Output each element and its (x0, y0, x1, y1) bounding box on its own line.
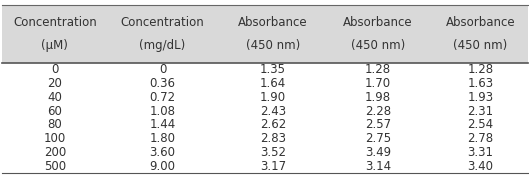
Text: 2.54: 2.54 (467, 118, 494, 131)
Text: 2.83: 2.83 (260, 132, 286, 145)
Text: 2.75: 2.75 (365, 132, 391, 145)
Text: 3.40: 3.40 (467, 160, 494, 173)
Text: 200: 200 (44, 146, 66, 159)
Text: 1.28: 1.28 (467, 63, 494, 76)
Text: 1.63: 1.63 (467, 77, 494, 90)
Text: 2.31: 2.31 (467, 104, 494, 117)
Text: (450 nm): (450 nm) (245, 39, 300, 52)
Text: 1.90: 1.90 (260, 91, 286, 104)
Text: 100: 100 (44, 132, 66, 145)
Text: 1.93: 1.93 (467, 91, 494, 104)
Text: (450 nm): (450 nm) (351, 39, 405, 52)
Text: 3.17: 3.17 (260, 160, 286, 173)
Text: (450 nm): (450 nm) (453, 39, 507, 52)
Text: Absorbance: Absorbance (343, 16, 413, 29)
Text: 0: 0 (51, 63, 59, 76)
Bar (2, 5, 527, 63)
Text: (μM): (μM) (41, 39, 68, 52)
Text: 1.08: 1.08 (150, 104, 176, 117)
Text: 1.35: 1.35 (260, 63, 286, 76)
Text: 3.14: 3.14 (365, 160, 391, 173)
Text: 3.31: 3.31 (467, 146, 494, 159)
Text: 9.00: 9.00 (150, 160, 176, 173)
Text: 1.64: 1.64 (260, 77, 286, 90)
Text: 2.57: 2.57 (365, 118, 391, 131)
Text: 2.43: 2.43 (260, 104, 286, 117)
Text: Absorbance: Absorbance (445, 16, 515, 29)
Text: 0.36: 0.36 (150, 77, 176, 90)
Text: 500: 500 (44, 160, 66, 173)
Text: Concentration: Concentration (13, 16, 97, 29)
Text: Absorbance: Absorbance (238, 16, 308, 29)
Text: 3.49: 3.49 (365, 146, 391, 159)
Text: 0.72: 0.72 (149, 91, 176, 104)
Text: 3.60: 3.60 (150, 146, 176, 159)
Text: 2.62: 2.62 (260, 118, 286, 131)
Text: 60: 60 (48, 104, 62, 117)
Text: 80: 80 (48, 118, 62, 131)
Text: Concentration: Concentration (121, 16, 204, 29)
Text: 1.44: 1.44 (149, 118, 176, 131)
Text: (mg/dL): (mg/dL) (139, 39, 186, 52)
Text: 2.78: 2.78 (467, 132, 494, 145)
Text: 1.80: 1.80 (150, 132, 176, 145)
Text: 20: 20 (48, 77, 62, 90)
Text: 2.28: 2.28 (365, 104, 391, 117)
Text: 1.28: 1.28 (365, 63, 391, 76)
Text: 0: 0 (159, 63, 166, 76)
Text: 1.70: 1.70 (365, 77, 391, 90)
Text: 1.98: 1.98 (365, 91, 391, 104)
Text: 40: 40 (48, 91, 62, 104)
Text: 3.52: 3.52 (260, 146, 286, 159)
